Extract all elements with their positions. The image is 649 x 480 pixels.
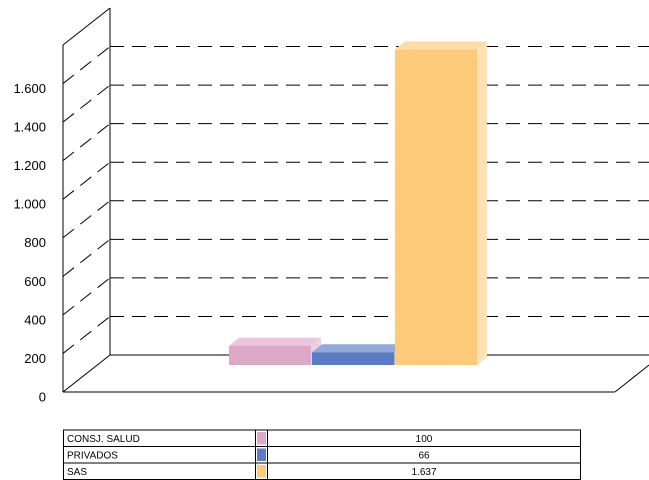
grid-line-side — [62, 316, 111, 354]
table-category: PRIVADOS — [67, 450, 118, 461]
table-value: 1.637 — [411, 467, 436, 478]
bar — [395, 49, 477, 365]
y-tick-label: 1.600 — [13, 81, 46, 96]
table-category: CONSJ. SALUD — [67, 434, 140, 445]
legend-swatch — [257, 432, 266, 445]
table-value: 100 — [416, 434, 433, 445]
y-tick-label: 400 — [24, 312, 46, 327]
grid-line-side — [62, 46, 111, 84]
grid-line-side — [62, 200, 111, 239]
y-tick-label: 1.200 — [13, 158, 46, 173]
data-table: CONSJ. SALUD 100 PRIVADOS 66 SAS 1.637 — [63, 429, 581, 480]
legend-swatch — [257, 448, 266, 461]
y-tick-label: 600 — [24, 274, 46, 289]
grid-line-side — [62, 238, 111, 277]
table-category: SAS — [67, 467, 87, 478]
grid-line-side — [62, 123, 111, 162]
y-tick-label: 1.400 — [13, 120, 46, 135]
bar-side — [477, 41, 487, 365]
bar-top — [312, 344, 404, 353]
bar — [229, 345, 311, 365]
table-row — [63, 462, 581, 480]
legend-swatch — [257, 465, 266, 478]
table-value: 66 — [418, 450, 430, 461]
bar-top — [395, 41, 487, 50]
chart-frame — [62, 7, 649, 393]
y-tick-label: 1.000 — [13, 197, 46, 212]
table-row — [63, 429, 581, 447]
y-tick-label: 0 — [39, 389, 46, 404]
grid-line-side — [62, 161, 111, 200]
y-tick-label: 200 — [24, 351, 46, 366]
bar-top — [229, 337, 321, 346]
table-row — [63, 446, 581, 464]
bar — [312, 352, 394, 365]
grid-line-side — [62, 277, 111, 316]
grid-line-side — [62, 84, 111, 123]
y-tick-label: 800 — [24, 235, 46, 250]
